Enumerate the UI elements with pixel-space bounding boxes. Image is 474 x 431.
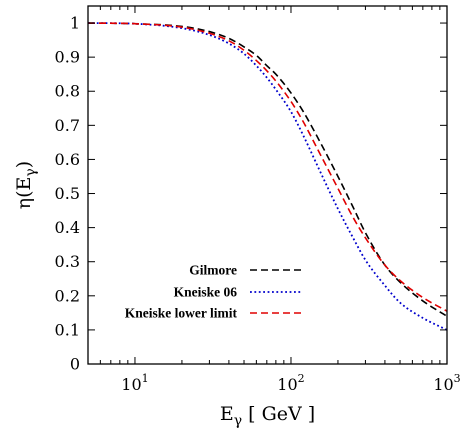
x-tick-label: 103 [433,372,460,394]
x-tick-label: 102 [277,372,304,394]
x-axis-label-sub: γ [234,413,242,429]
y-axis-label-sub: γ [23,168,39,176]
y-tick-label: 0.6 [55,150,80,169]
x-axis-label: Eγ [ GeV ] [220,403,315,429]
y-tick-label: 0 [70,355,80,374]
y-tick-label: 0.9 [55,48,80,67]
y-tick-label: 1 [70,14,80,33]
legend: Gilmore Kneiske 06 Kneiske lower limit [125,263,301,321]
y-tick-label: 0.3 [55,252,80,271]
y-tick-label: 0.1 [55,320,80,339]
legend-label: Kneiske lower limit [125,306,238,321]
series-line-2 [87,22,448,331]
x-axis-label-rest: [ GeV ] [242,403,315,425]
y-axis-label-close: ) [13,161,35,168]
y-axis-label: η(Eγ) [13,161,39,209]
curves-layer [87,22,448,331]
y-tick-label: 0.7 [55,116,80,135]
plot-frame [87,5,448,365]
y-tick-label: 0.5 [55,184,80,203]
y-tick-label: 0.4 [55,218,80,237]
ticks-layer: 0 0.1 0.2 0.3 0.4 0.5 0.6 0.7 0.8 0.9 1 101 102 103 [55,6,461,394]
series-line-3 [87,22,448,312]
x-tick-label: 101 [121,372,148,394]
series-line-1 [87,22,448,317]
legend-label: Gilmore [189,263,237,278]
x-axis-label-main: E [220,403,234,425]
y-axis-label-main: η(E [13,177,35,210]
y-tick-label: 0.2 [55,286,80,305]
legend-label: Kneiske 06 [174,285,238,300]
y-tick-label: 0.8 [55,82,80,101]
